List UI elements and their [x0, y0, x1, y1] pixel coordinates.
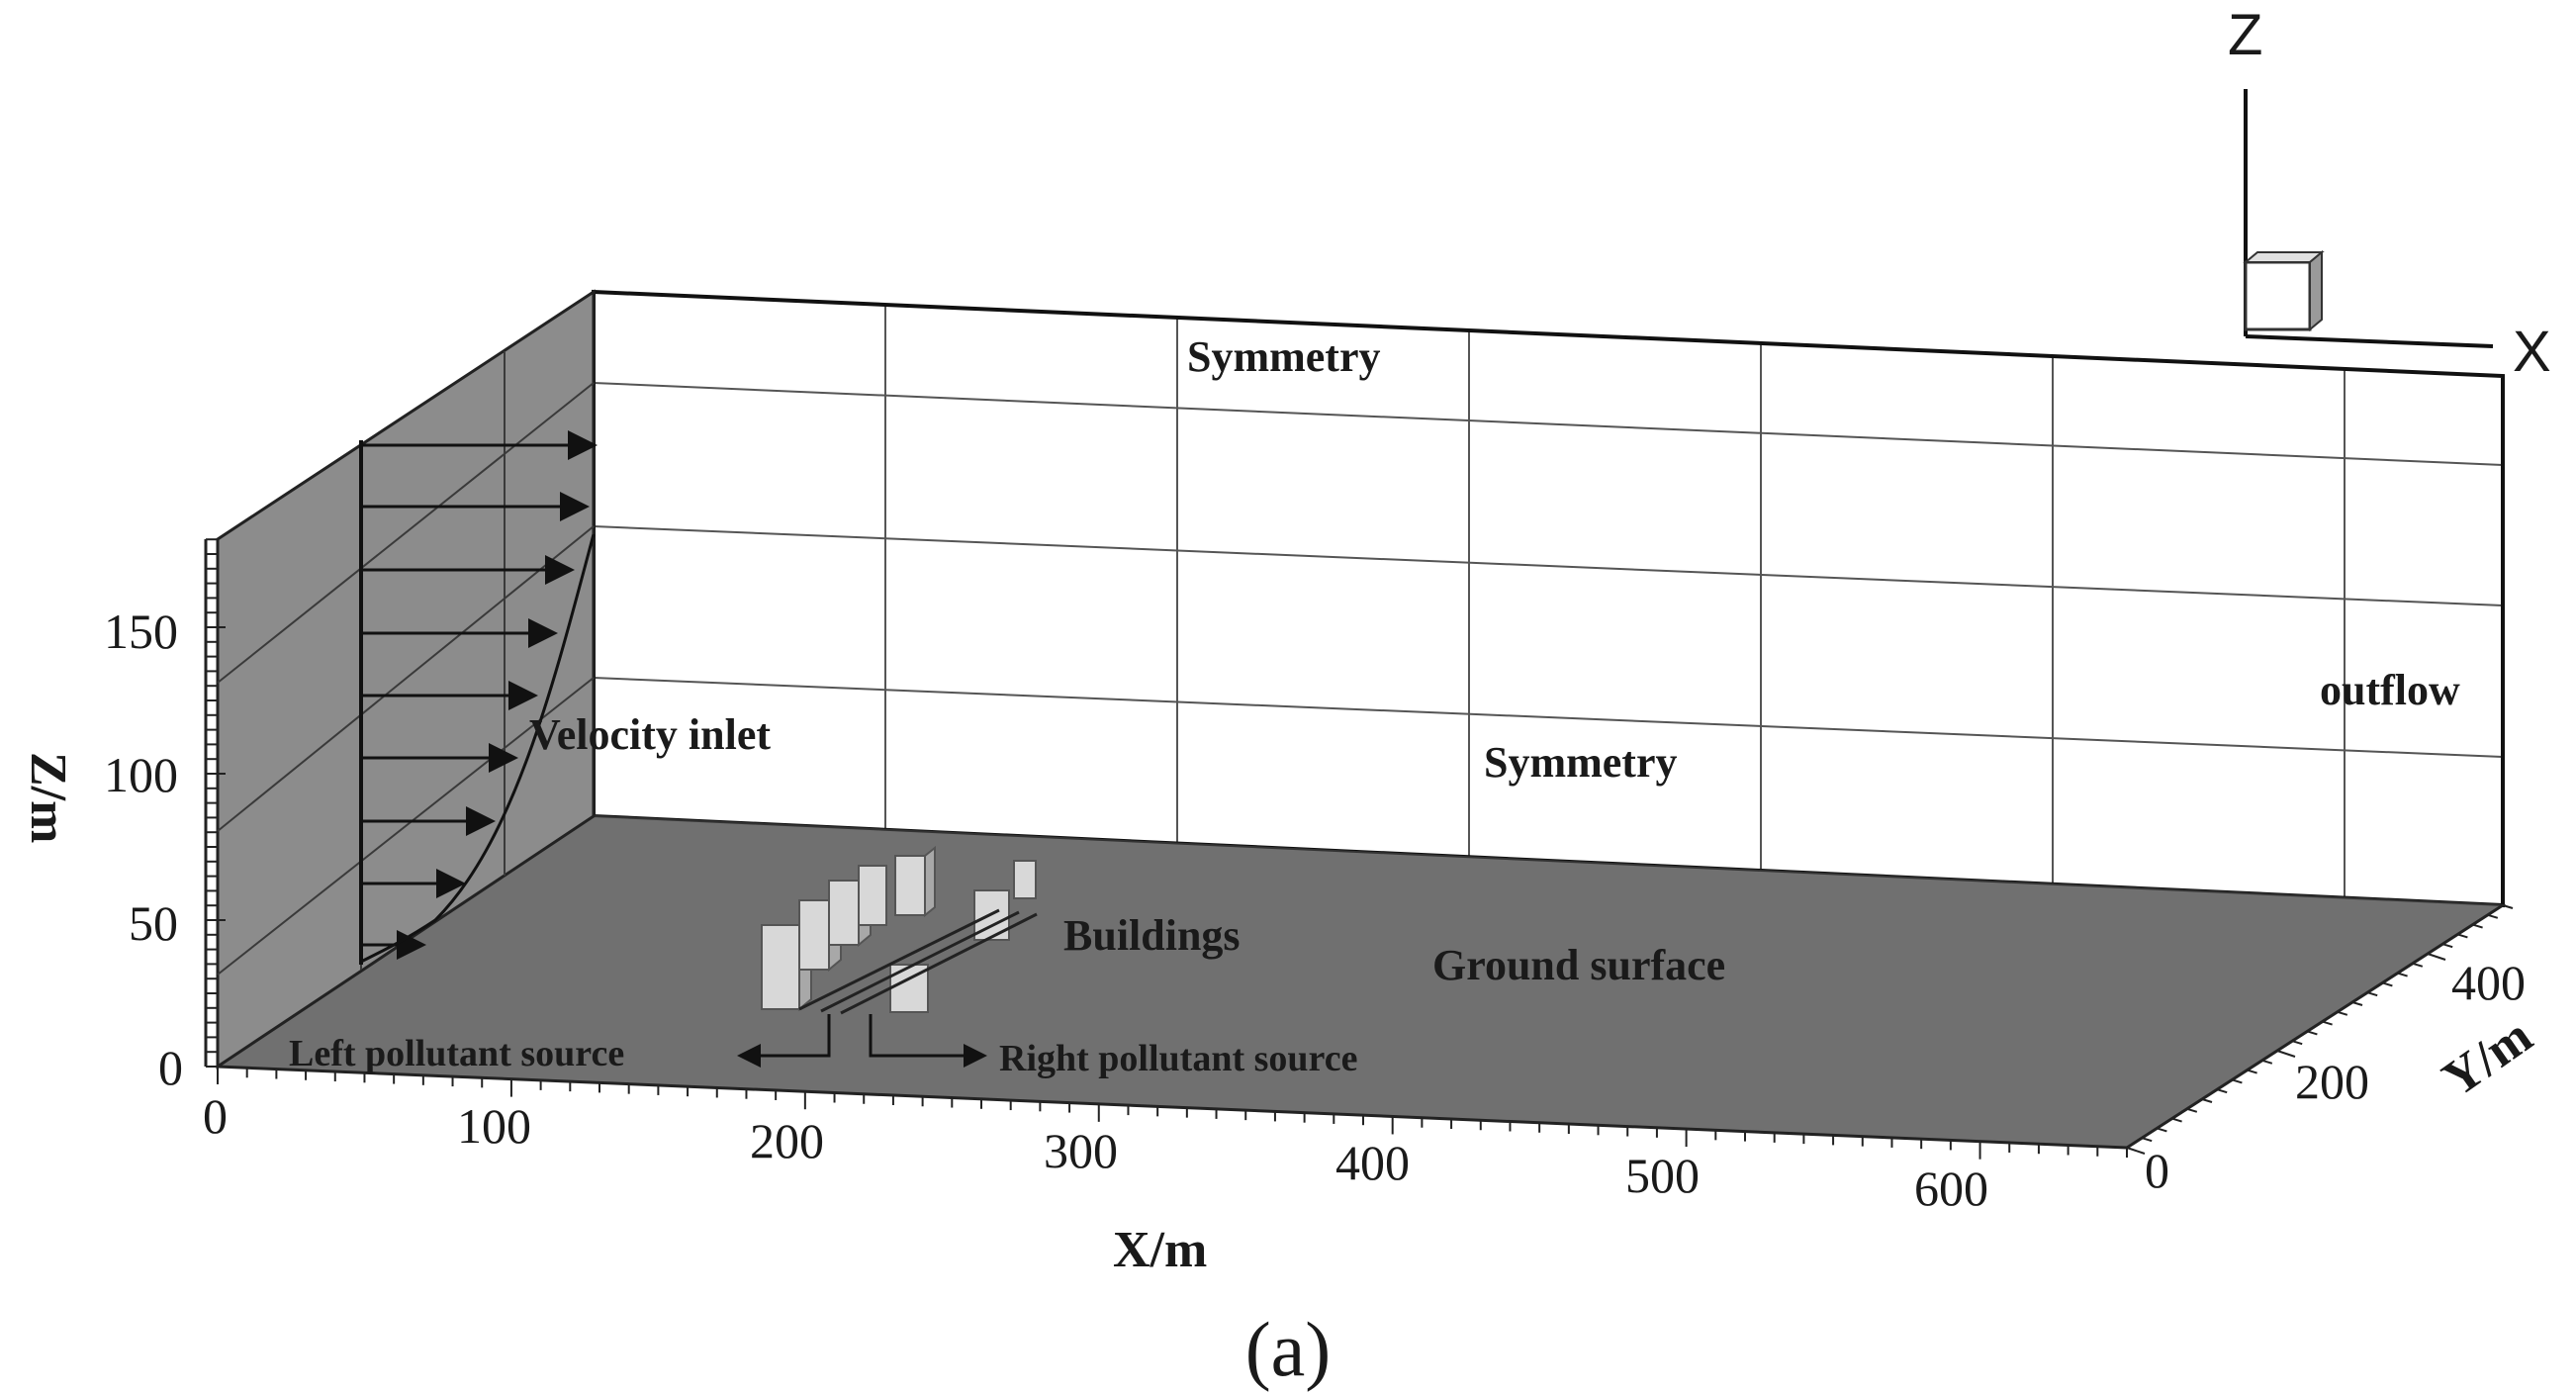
y-tick-200: 200: [2295, 1054, 2369, 1109]
x-tick-labels: 0 100 200 300 400 500 600: [203, 1088, 1988, 1216]
y-axis-title: Y/m: [2433, 1007, 2542, 1107]
x-tick-600: 600: [1914, 1161, 1988, 1216]
y-axis-tick: [2261, 1059, 2273, 1065]
ground-surface-label: Ground surface: [1432, 941, 1725, 989]
x-tick-400: 400: [1335, 1135, 1410, 1190]
y-axis-tick: [2441, 943, 2453, 949]
left-source-label: Left pollutant source: [289, 1033, 624, 1074]
x-tick-200: 200: [750, 1113, 824, 1168]
y-axis-tick: [2186, 1107, 2198, 1113]
z-tick-100: 100: [104, 747, 178, 802]
y-axis-tick: [2382, 981, 2393, 987]
triad-x-label: X: [2513, 320, 2551, 384]
y-axis-tick: [2232, 1078, 2243, 1084]
y-axis-tick: [2397, 972, 2408, 977]
inlet-wall: [216, 289, 596, 1070]
x-tick-500: 500: [1625, 1148, 1700, 1203]
z-tick-labels: 0 50 100 150: [104, 604, 183, 1095]
velocity-profile: [359, 430, 598, 965]
y-axis-tick: [2247, 1069, 2257, 1074]
right-source-label: Right pollutant source: [999, 1038, 1357, 1079]
triad-z-label: Z: [2228, 3, 2262, 67]
figure-caption: (a): [1245, 1306, 1332, 1392]
z-axis-minor-ticks: [206, 538, 226, 1068]
buildings-label: Buildings: [1063, 911, 1241, 960]
y-axis-tick: [2157, 1127, 2167, 1133]
y-axis-tick: [2502, 904, 2514, 909]
x-tick-0: 0: [203, 1088, 228, 1144]
y-axis-tick: [2487, 913, 2499, 919]
symmetry-side-label: Symmetry: [1484, 738, 1678, 787]
z-tick-0: 0: [158, 1040, 183, 1095]
orientation-triad: Z X: [2228, 3, 2551, 384]
y-axis-tick: [2472, 923, 2483, 929]
y-axis-tick: [2412, 962, 2424, 968]
y-axis-tick: [2351, 1001, 2363, 1006]
z-tick-150: 150: [104, 604, 178, 659]
y-axis-tick: [2216, 1088, 2228, 1094]
back-wall: [592, 289, 2505, 908]
y-tick-400: 400: [2451, 955, 2526, 1010]
outflow-label: outflow: [2320, 666, 2460, 714]
x-tick-100: 100: [457, 1098, 531, 1154]
y-axis-tick: [2126, 1147, 2146, 1155]
y-axis-tick: [2141, 1137, 2153, 1143]
y-axis-tick: [2366, 991, 2378, 997]
symmetry-top-label: Symmetry: [1187, 332, 1381, 381]
buildings-group: [761, 845, 1038, 1015]
y-axis-tick: [2337, 1010, 2348, 1016]
y-axis-tick: [2171, 1117, 2182, 1123]
y-tick-labels: 0 200 400: [2145, 955, 2526, 1198]
y-axis-tick: [2291, 1040, 2303, 1046]
velocity-inlet-label: Velocity inlet: [529, 710, 771, 759]
y-axis-tick: [2457, 933, 2468, 939]
y-axis-tick: [2427, 953, 2446, 961]
z-tick-50: 50: [129, 895, 178, 951]
x-tick-300: 300: [1044, 1123, 1118, 1178]
z-axis-title: Z/m: [20, 752, 76, 843]
x-axis-ticks: [217, 1065, 2128, 1160]
y-axis-tick: [2322, 1020, 2333, 1026]
y-axis-tick: [2201, 1098, 2213, 1103]
pollutant-source-arrows: [737, 1014, 987, 1068]
y-axis-tick: [2307, 1030, 2318, 1036]
street-canyon-lines: [798, 908, 1038, 1015]
y-axis-tick: [2276, 1050, 2296, 1058]
x-axis-title: X/m: [1113, 1222, 1207, 1278]
y-tick-0: 0: [2145, 1143, 2169, 1198]
back-wall-grid: [593, 305, 2504, 898]
y-axis-ticks: [2126, 903, 2514, 1155]
